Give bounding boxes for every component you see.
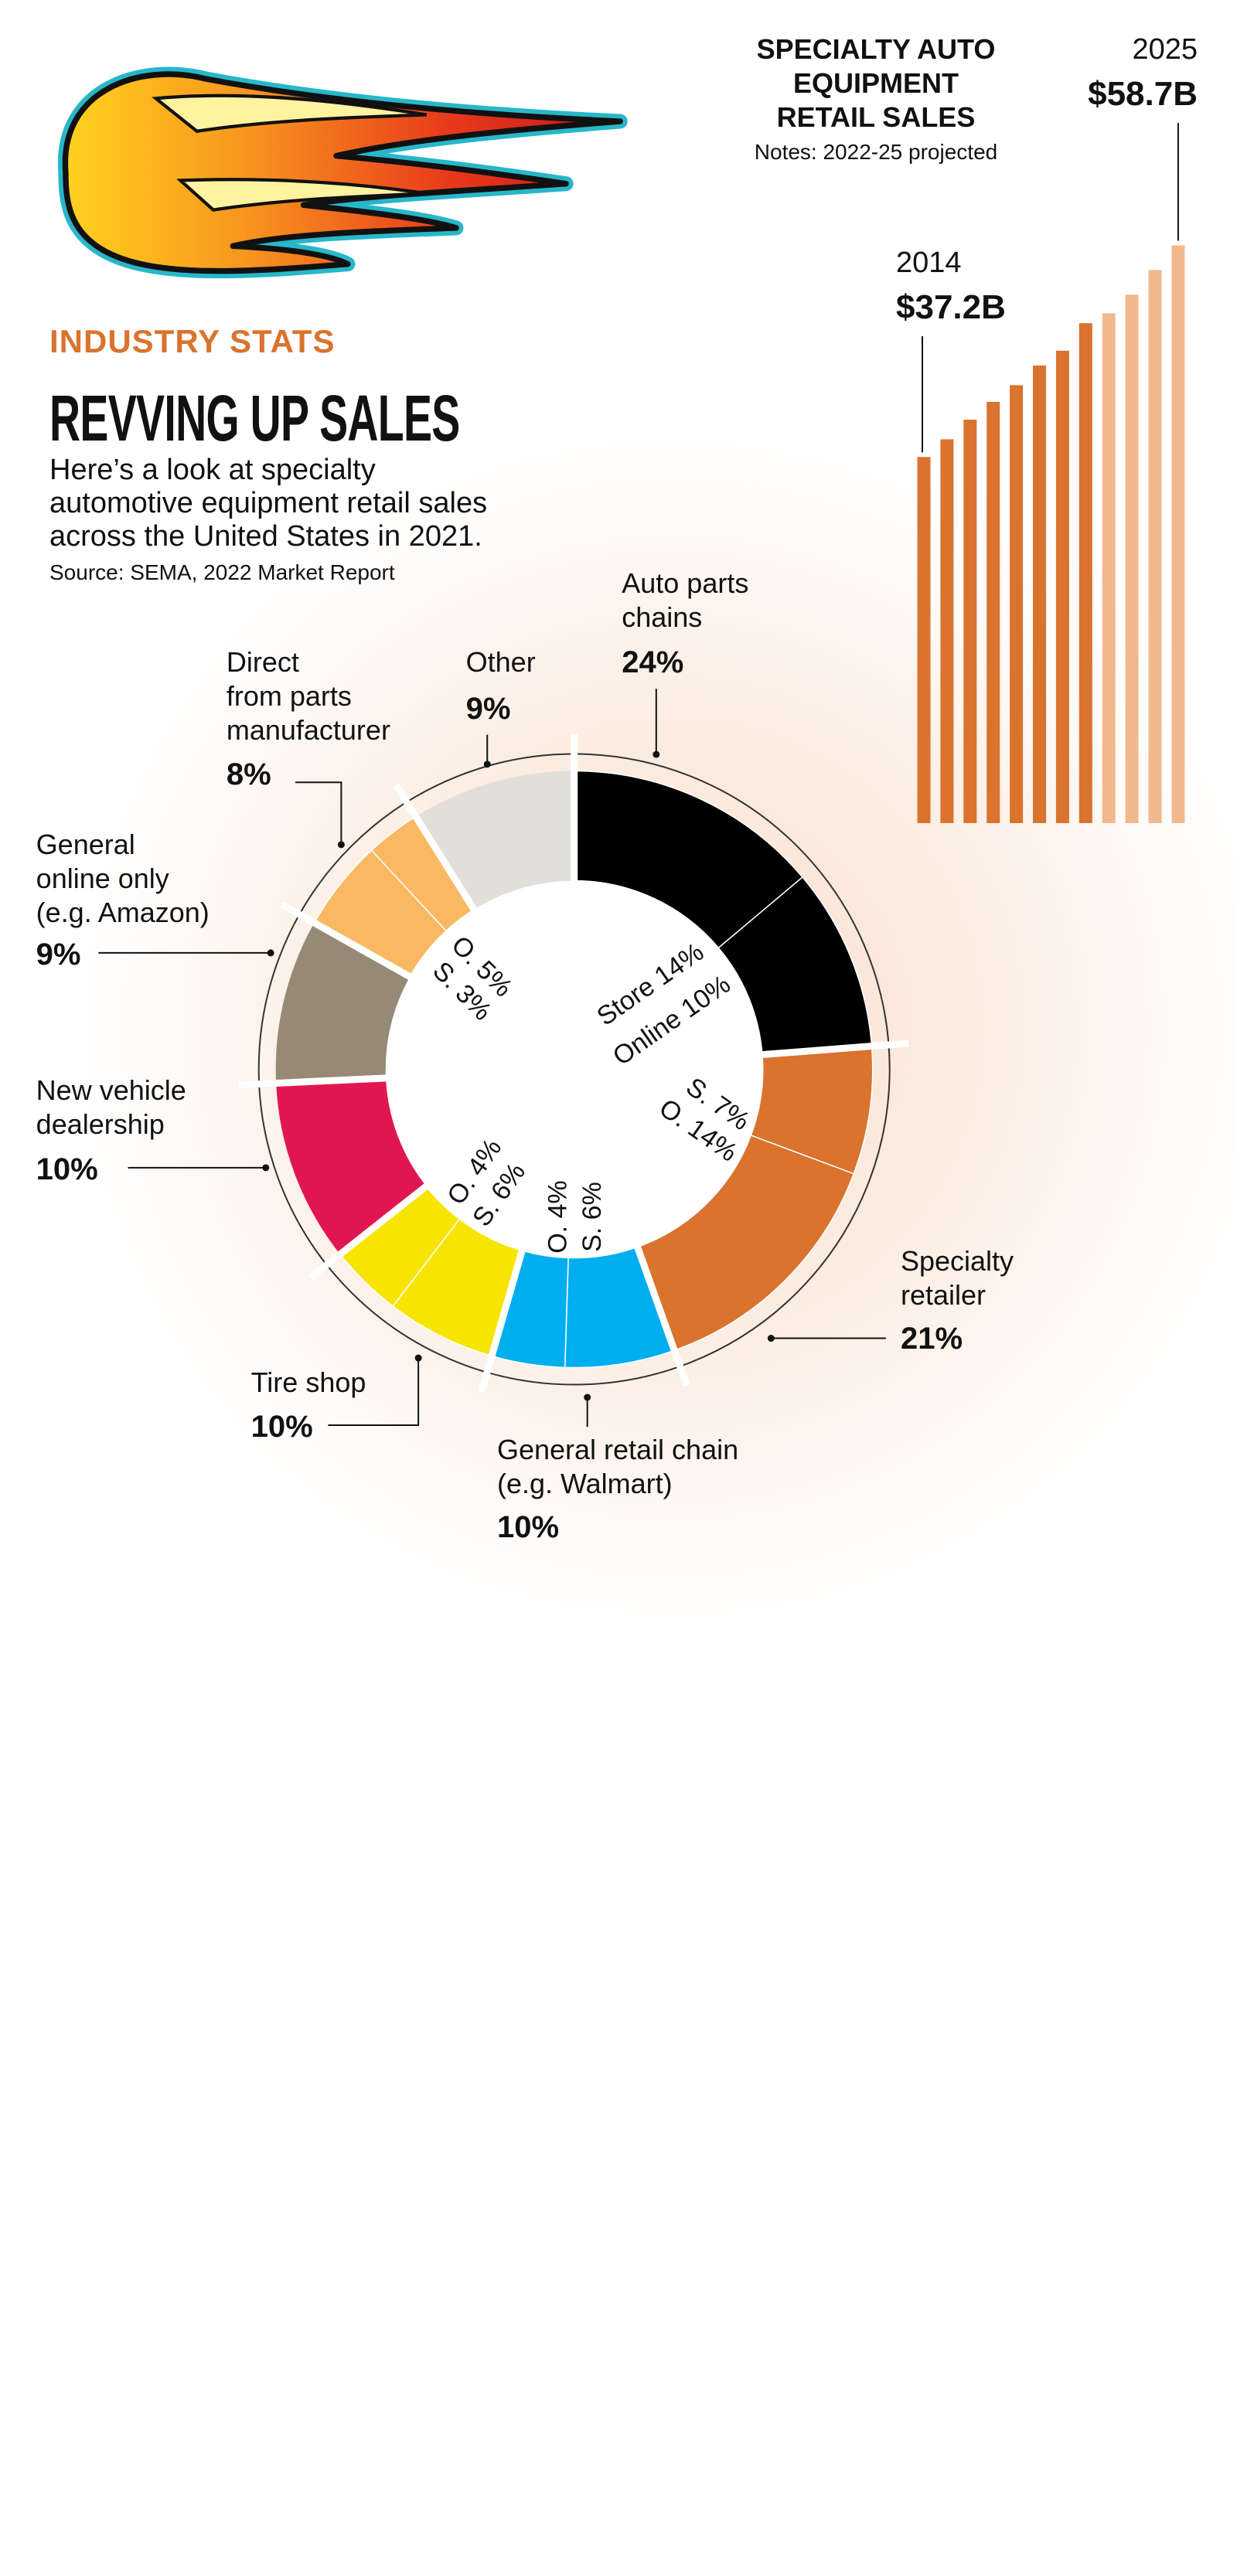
leader-dot (483, 761, 491, 768)
segment-percent: 10% (496, 1509, 560, 1544)
year-label: 2025 (1132, 33, 1198, 66)
split-label: S. 6% (578, 1182, 607, 1252)
segment-percent: 8% (226, 757, 271, 791)
segment-separator (308, 1181, 431, 1281)
kicker: INDUSTRY STATS (49, 323, 336, 359)
bar (1102, 313, 1116, 823)
leader-dot (267, 949, 274, 957)
bar (963, 419, 977, 823)
leader-dot (653, 750, 660, 758)
flame-graphic (57, 66, 628, 279)
bar (917, 457, 931, 823)
leader-dot (262, 1164, 270, 1172)
bar-chart-title: SPECIALTY AUTO EQUIPMENT RETAIL SALES (756, 33, 996, 133)
segment-percent: 21% (900, 1321, 963, 1356)
segment-separator (632, 1243, 690, 1387)
bar-chart-note: Notes: 2022-25 projected (754, 140, 998, 164)
source: Source: SEMA, 2022 Market Report (49, 560, 395, 584)
bar (1125, 294, 1139, 824)
leader-line (328, 1358, 420, 1427)
split-label: O. 4% (544, 1180, 573, 1253)
bar (1010, 385, 1024, 823)
inner-hole (385, 880, 763, 1258)
segment-separator (758, 1040, 909, 1059)
segment-percent: 9% (465, 691, 511, 726)
leader-dot (414, 1354, 422, 1362)
bar (1079, 323, 1092, 823)
leader-dot (337, 841, 345, 849)
segment-separator (238, 1074, 390, 1089)
segment-label: General retail chain (e.g. Walmart) (496, 1433, 739, 1499)
leader-line (295, 781, 342, 845)
segment-separator (393, 783, 479, 914)
year-label: 2014 (896, 247, 962, 279)
segment-percent: 9% (36, 938, 81, 972)
page-title: REVVING UP SALES (49, 382, 460, 454)
segment-label: Tire shop (250, 1366, 366, 1398)
segment-label: Other (465, 646, 536, 679)
segment-separator (478, 1246, 526, 1393)
leader-dot (584, 1393, 591, 1401)
value-label: $37.2B (896, 288, 1006, 326)
segment-percent: 10% (36, 1152, 98, 1186)
segment-label: Auto parts chains (622, 567, 749, 634)
bar (1033, 365, 1046, 823)
segment-label: Specialty retailer (900, 1244, 1014, 1311)
donut-segment (276, 1077, 427, 1254)
bar (940, 439, 954, 823)
segment-label: New vehicle dealership (36, 1074, 186, 1141)
bar (1055, 350, 1069, 823)
donut-segment (275, 923, 411, 1084)
description: Here’s a look at specialty automotive eq… (49, 454, 488, 553)
bar (987, 402, 1000, 823)
bar (1148, 270, 1162, 823)
value-label: $58.7B (1088, 75, 1198, 113)
segment-label: General online only (e.g. Amazon) (36, 828, 210, 928)
leader-dot (767, 1335, 775, 1342)
segment-percent: 10% (250, 1410, 313, 1445)
segment-percent: 24% (622, 645, 684, 680)
bar (1171, 245, 1185, 823)
segment-separator (280, 901, 414, 982)
segment-label: Direct from parts manufacturer (226, 646, 390, 747)
